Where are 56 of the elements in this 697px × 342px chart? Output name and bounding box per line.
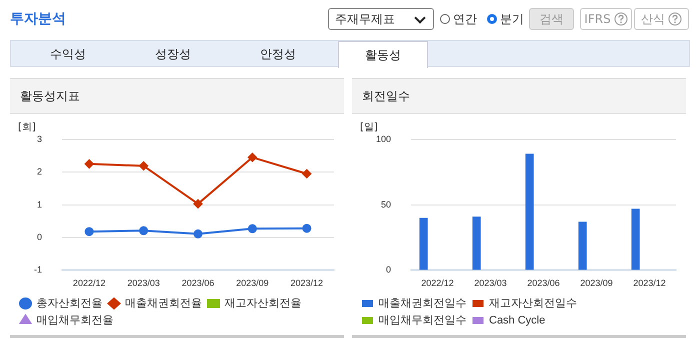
- legend-label: 재고자산회전일수: [489, 298, 577, 310]
- y-axis-title: [일]: [360, 122, 378, 133]
- point: [194, 229, 202, 238]
- point: [139, 161, 148, 170]
- x-tick-label: 2022/12: [421, 278, 454, 288]
- point: [302, 224, 312, 233]
- point: [84, 227, 94, 236]
- legend-label: 매출채권회전일수: [378, 298, 466, 310]
- text: 수익성: [49, 46, 87, 63]
- bar: [419, 218, 428, 270]
- x-tick-label: 2023/03: [127, 278, 160, 288]
- point: [248, 224, 257, 234]
- y-tick-label: 3: [36, 134, 42, 144]
- y-tick-label: 100: [376, 134, 392, 144]
- text: 활동성: [338, 41, 428, 68]
- x-tick-label: 2023/12: [290, 278, 324, 288]
- point: [302, 169, 312, 178]
- legend-label: 재고자산회전율: [224, 298, 302, 310]
- text: 안정성: [259, 46, 297, 63]
- y-tick-label: 0: [386, 264, 392, 275]
- y-axis-title: [회]: [18, 122, 36, 133]
- x-tick-label: 2023/09: [236, 278, 269, 288]
- chart-title: 활동성지표: [10, 79, 344, 114]
- y-tick-label: -1: [34, 264, 42, 275]
- legend-label: 매입채무회전율: [36, 314, 114, 327]
- text: 주재무제표: [335, 10, 395, 28]
- bar: [578, 222, 587, 270]
- y-tick-label: 2: [36, 166, 42, 177]
- bar: [472, 216, 481, 270]
- x-tick-label: 2023/03: [474, 278, 507, 288]
- legend-label: 총자산회전율: [36, 298, 102, 310]
- y-tick-label: 50: [381, 199, 392, 210]
- point: [84, 159, 94, 168]
- chart-title: 회전일수: [352, 79, 686, 114]
- x-tick-label: 2023/09: [580, 278, 613, 288]
- text: 검색: [529, 8, 574, 30]
- bar: [525, 154, 534, 270]
- text: 성장성: [154, 46, 192, 63]
- x-tick-label: 2023/12: [633, 278, 666, 288]
- y-tick-label: 1: [36, 199, 42, 210]
- text: 분기: [500, 10, 524, 28]
- text: IFRS: [584, 12, 611, 26]
- x-tick-label: 2023/06: [527, 278, 560, 288]
- point: [194, 199, 202, 208]
- x-tick-label: 2022/12: [72, 278, 106, 288]
- legend-label: 매출채권회전율: [125, 298, 202, 310]
- legend-label: 매입채무회전일수: [378, 314, 466, 327]
- point: [248, 152, 257, 162]
- text: 연간: [453, 10, 477, 28]
- bar: [631, 208, 640, 270]
- point: [139, 226, 148, 236]
- legend-label: Cash Cycle: [489, 314, 546, 327]
- x-tick-label: 2023/06: [182, 278, 214, 288]
- text: 산식: [641, 10, 665, 28]
- text: 투자분석: [10, 10, 66, 28]
- y-tick-label: 0: [36, 232, 42, 242]
